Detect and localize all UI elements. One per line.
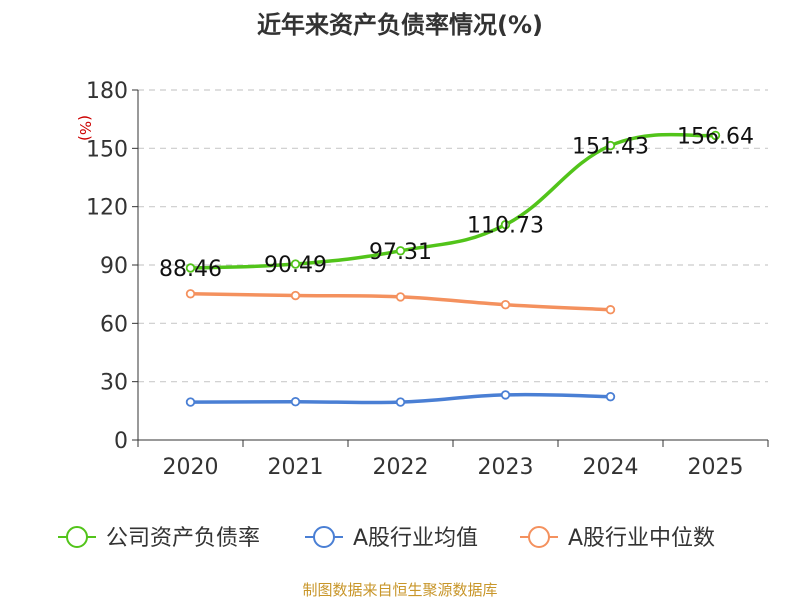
data-point[interactable] <box>395 397 406 407</box>
data-point[interactable] <box>395 292 406 302</box>
data-point[interactable] <box>605 391 616 402</box>
data-point[interactable] <box>290 290 301 301</box>
legend[interactable]: 公司资产负债率 A股行业均值 A股行业中位数 <box>58 526 715 551</box>
x-tick-label: 2020 <box>163 455 219 480</box>
data-labels: 88.46 90.49 97.31 110.73 151.43 156.64 <box>159 124 754 282</box>
data-point[interactable] <box>710 130 721 141</box>
y-tick-label: 180 <box>86 79 128 104</box>
data-label: 90.49 <box>264 253 327 278</box>
x-tick-label: 2022 <box>373 455 429 480</box>
data-point[interactable] <box>290 259 301 269</box>
data-label: 110.73 <box>467 214 544 239</box>
data-point[interactable] <box>290 396 301 407</box>
legend-marker[interactable] <box>528 526 550 548</box>
y-tick-label: 120 <box>86 196 128 221</box>
legend-marker[interactable] <box>66 526 88 548</box>
data-label: 151.43 <box>572 135 649 160</box>
x-tick-label: 2023 <box>478 455 534 480</box>
x-tick-label: 2021 <box>268 455 324 480</box>
data-label: 97.31 <box>369 240 432 265</box>
legend-label[interactable]: 公司资产负债率 <box>106 526 260 551</box>
y-tick-label: 150 <box>86 137 128 162</box>
data-point[interactable] <box>500 390 511 400</box>
data-label: 88.46 <box>159 257 222 282</box>
y-tick-label: 60 <box>100 312 128 337</box>
series-layer <box>185 130 721 407</box>
data-point[interactable] <box>185 263 196 273</box>
legend-label[interactable]: A股行业中位数 <box>568 526 715 551</box>
data-point[interactable] <box>500 299 511 310</box>
data-point[interactable] <box>185 397 196 407</box>
chart-title: 近年来资产负债率情况(%) <box>257 11 543 39</box>
data-label: 156.64 <box>677 124 754 149</box>
x-tick-label: 2025 <box>688 455 744 480</box>
y-tick-label: 90 <box>100 254 128 279</box>
data-point[interactable] <box>605 305 616 315</box>
y-tick-label: 0 <box>114 429 128 454</box>
data-point[interactable] <box>500 219 511 230</box>
x-tick-label: 2024 <box>583 455 639 480</box>
data-point[interactable] <box>185 289 196 299</box>
series-line <box>190 132 716 270</box>
legend-label[interactable]: A股行业均值 <box>353 526 478 551</box>
legend-marker[interactable] <box>313 526 335 548</box>
data-point[interactable] <box>395 246 406 256</box>
data-point[interactable] <box>605 140 616 151</box>
y-tick-label: 30 <box>100 371 128 396</box>
axes: 0 30 60 90 120 150 180 2020 2021 2022 2023 2024 2025 <box>86 79 769 480</box>
source-footer: 制图数据来自恒生聚源数据库 <box>302 581 497 599</box>
y-axis-label: (%) <box>76 115 94 141</box>
